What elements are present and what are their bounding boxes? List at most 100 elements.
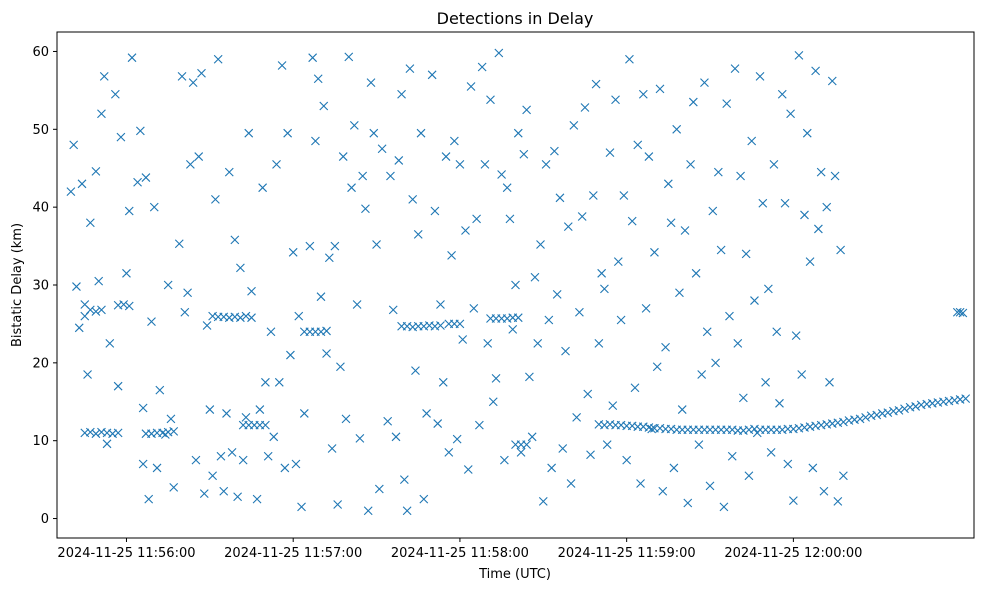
data-point	[177, 71, 187, 81]
data-point	[274, 377, 284, 387]
data-point	[386, 171, 395, 181]
data-point	[338, 152, 348, 161]
y-tick-label: 20	[32, 356, 49, 371]
data-point	[588, 191, 598, 200]
data-point	[327, 444, 337, 453]
data-point	[677, 405, 687, 414]
data-point	[797, 370, 807, 379]
data-point	[205, 405, 215, 414]
data-point	[808, 463, 818, 473]
data-point	[436, 321, 445, 330]
data-point	[347, 183, 356, 193]
data-point	[780, 198, 790, 208]
data-point	[900, 404, 909, 414]
data-point	[661, 342, 670, 352]
data-point	[955, 307, 965, 317]
data-markers	[66, 48, 971, 516]
data-point	[369, 128, 379, 138]
data-point	[516, 447, 526, 457]
data-point	[563, 222, 573, 232]
data-point	[802, 128, 812, 138]
data-point	[411, 366, 420, 376]
data-point	[436, 300, 445, 309]
data-point	[788, 496, 798, 506]
data-point	[138, 459, 148, 469]
data-point	[486, 95, 495, 105]
x-axis: 2024-11-25 11:56:00 2024-11-25 11:57:00 20…	[57, 538, 862, 561]
data-point	[758, 198, 768, 208]
data-point	[747, 136, 757, 146]
data-point	[736, 171, 745, 181]
data-point	[544, 315, 554, 325]
data-point	[466, 82, 476, 91]
data-point	[597, 268, 607, 278]
data-point	[197, 68, 206, 78]
data-point	[636, 479, 645, 488]
data-point	[144, 494, 154, 504]
data-point	[83, 370, 92, 379]
data-point	[619, 191, 629, 200]
data-point	[816, 167, 826, 177]
data-point	[324, 253, 334, 263]
data-point	[441, 152, 451, 161]
data-point	[488, 397, 498, 407]
data-point	[230, 235, 240, 245]
data-point	[575, 307, 584, 317]
data-point	[533, 338, 543, 348]
data-point	[113, 428, 123, 438]
data-point	[805, 257, 815, 267]
data-point	[655, 84, 665, 94]
data-point	[638, 89, 648, 99]
data-point	[288, 247, 298, 257]
data-point	[525, 372, 534, 382]
data-point	[280, 463, 290, 473]
data-point	[691, 268, 701, 278]
data-point	[427, 70, 437, 80]
data-point	[733, 338, 743, 348]
data-point	[719, 502, 729, 512]
data-point	[688, 97, 698, 107]
data-point	[477, 62, 487, 72]
data-point	[686, 159, 695, 169]
plot-frame	[56, 31, 975, 539]
data-point	[194, 152, 204, 161]
data-point	[238, 455, 248, 465]
data-point	[825, 377, 834, 387]
data-point	[444, 447, 454, 457]
data-point	[827, 76, 837, 86]
data-point	[508, 324, 518, 334]
data-point	[283, 128, 293, 138]
data-point	[641, 303, 651, 313]
data-point	[694, 440, 704, 449]
data-point	[675, 288, 684, 298]
data-point	[794, 50, 804, 60]
data-point	[702, 327, 712, 337]
data-point	[625, 54, 634, 64]
data-point	[561, 346, 570, 356]
data-point	[830, 171, 840, 181]
y-tick-label: 0	[41, 512, 49, 527]
data-point	[113, 381, 123, 391]
data-point	[413, 230, 423, 239]
data-point	[99, 71, 109, 81]
data-point	[313, 74, 323, 84]
data-point	[105, 338, 115, 348]
data-point	[775, 398, 784, 408]
data-point	[352, 300, 362, 309]
data-point	[458, 335, 468, 344]
data-point	[472, 214, 481, 224]
data-point	[291, 459, 301, 469]
data-point	[124, 206, 134, 216]
data-point	[861, 412, 871, 422]
data-point	[791, 331, 801, 340]
data-point	[572, 412, 582, 422]
data-point	[308, 53, 318, 63]
data-point	[550, 146, 559, 156]
data-point	[163, 280, 173, 290]
data-point	[297, 502, 306, 512]
data-point	[133, 177, 142, 187]
data-point	[91, 429, 101, 439]
data-point	[224, 167, 234, 177]
data-point	[713, 167, 723, 177]
